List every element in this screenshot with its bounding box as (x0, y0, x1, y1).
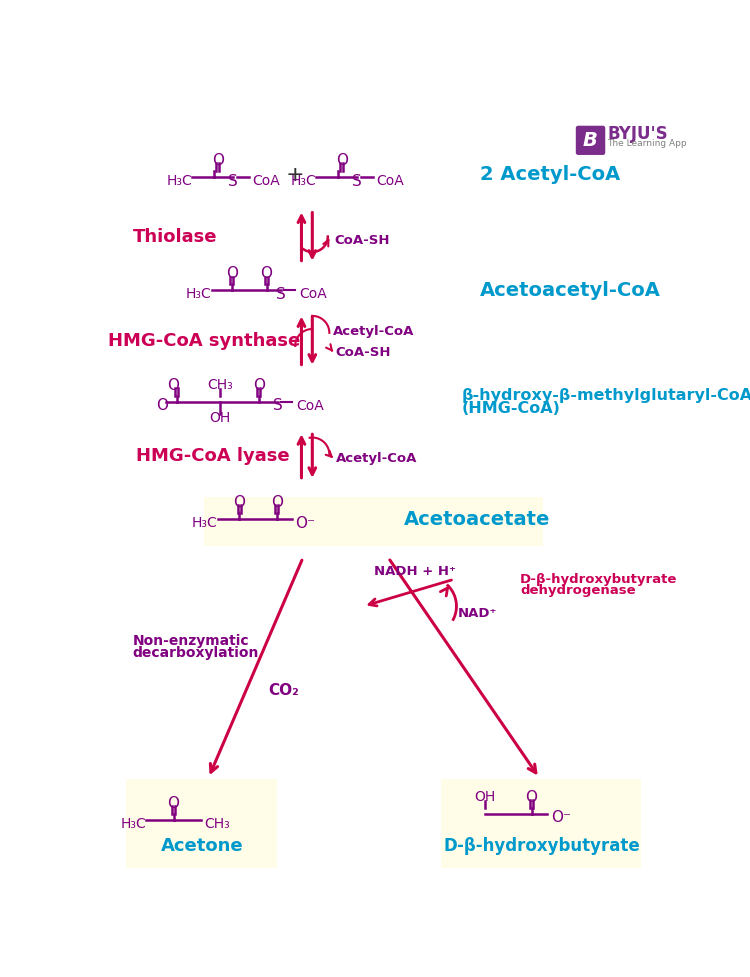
Text: OH: OH (475, 790, 496, 804)
Text: H₃C: H₃C (186, 287, 211, 301)
Text: Acetoacetyl-CoA: Acetoacetyl-CoA (480, 281, 661, 300)
Text: H₃C: H₃C (121, 817, 146, 831)
Text: O: O (211, 152, 223, 168)
Text: H₃C: H₃C (290, 174, 316, 189)
Text: S: S (277, 287, 286, 302)
Text: D-β-hydroxybutyrate: D-β-hydroxybutyrate (443, 837, 640, 856)
Text: HMG-CoA synthase: HMG-CoA synthase (108, 331, 300, 350)
Text: Thiolase: Thiolase (133, 228, 217, 245)
Text: CoA-SH: CoA-SH (334, 234, 389, 247)
Text: O: O (226, 266, 238, 281)
Text: O: O (167, 378, 179, 393)
Text: dehydrogenase: dehydrogenase (520, 583, 635, 597)
Text: CoA: CoA (296, 399, 324, 413)
Text: S: S (273, 399, 283, 413)
Text: +: + (286, 165, 304, 185)
Text: Non-enzymatic: Non-enzymatic (133, 634, 249, 648)
Text: H₃C: H₃C (166, 174, 192, 189)
FancyBboxPatch shape (126, 780, 278, 868)
Text: CO₂: CO₂ (268, 683, 298, 699)
Text: O: O (156, 399, 168, 413)
Text: decarboxylation: decarboxylation (133, 646, 259, 660)
Text: Acetyl-CoA: Acetyl-CoA (335, 451, 417, 465)
Text: The Learning App: The Learning App (608, 139, 687, 148)
FancyBboxPatch shape (441, 780, 641, 868)
Text: Acetone: Acetone (161, 837, 244, 856)
Text: CH₃: CH₃ (205, 817, 230, 831)
Text: O: O (233, 494, 245, 510)
Text: D-β-hydroxybutyrate: D-β-hydroxybutyrate (520, 573, 677, 586)
Text: OH: OH (209, 410, 231, 425)
Text: β-hydroxy-β-methylglutaryl-CoA: β-hydroxy-β-methylglutaryl-CoA (462, 389, 750, 404)
Text: B: B (583, 131, 598, 149)
Text: CoA: CoA (253, 174, 280, 189)
Text: Acetoacetate: Acetoacetate (404, 510, 550, 529)
Text: O⁻: O⁻ (296, 516, 315, 531)
Text: O: O (526, 789, 538, 805)
Text: S: S (228, 174, 238, 189)
Text: CoA-SH: CoA-SH (335, 346, 391, 359)
Text: 2 Acetyl-CoA: 2 Acetyl-CoA (480, 165, 620, 185)
Text: O: O (253, 378, 265, 393)
Text: CH₃: CH₃ (207, 378, 233, 392)
Text: O⁻: O⁻ (551, 811, 571, 826)
Text: O: O (271, 494, 283, 510)
FancyBboxPatch shape (204, 497, 543, 546)
FancyBboxPatch shape (576, 126, 605, 155)
Text: O: O (260, 266, 272, 281)
Text: NADH + H⁺: NADH + H⁺ (374, 565, 456, 578)
Text: NAD⁺: NAD⁺ (458, 608, 497, 620)
Text: H₃C: H₃C (192, 516, 217, 531)
Text: S: S (352, 174, 362, 189)
Text: O: O (167, 796, 179, 811)
Text: CoA: CoA (299, 287, 327, 301)
Text: CoA: CoA (376, 174, 404, 189)
Text: (HMG-CoA): (HMG-CoA) (462, 401, 561, 416)
Text: O: O (336, 152, 348, 168)
Text: Acetyl-CoA: Acetyl-CoA (333, 324, 415, 338)
Text: HMG-CoA lyase: HMG-CoA lyase (136, 447, 290, 465)
Text: BYJU'S: BYJU'S (608, 125, 668, 144)
